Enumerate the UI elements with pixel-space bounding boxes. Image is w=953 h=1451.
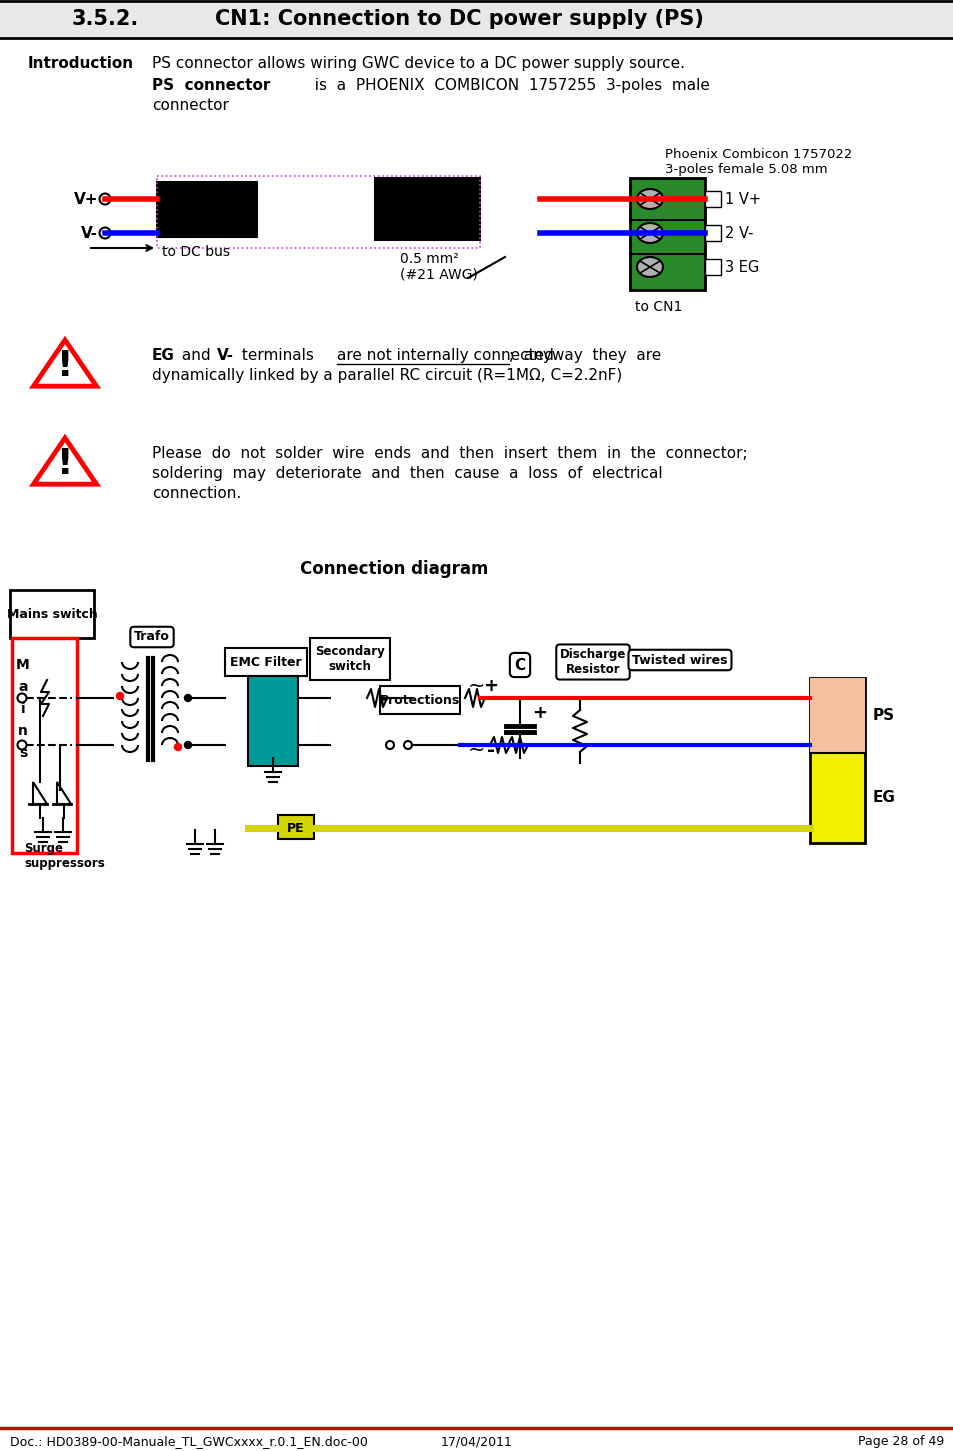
Text: dynamically linked by a parallel RC circuit (R=1MΩ, C=2.2nF): dynamically linked by a parallel RC circ…: [152, 369, 621, 383]
Text: n: n: [18, 724, 28, 739]
Text: Mains switch: Mains switch: [7, 608, 97, 621]
Circle shape: [403, 741, 412, 749]
Circle shape: [116, 692, 123, 699]
Text: EMC Filter: EMC Filter: [230, 656, 301, 669]
Text: +: +: [483, 678, 498, 695]
Text: Connection diagram: Connection diagram: [299, 560, 488, 577]
Bar: [225, 649, 307, 676]
Ellipse shape: [637, 257, 662, 277]
Text: Doc.: HD0389-00-Manuale_TL_GWCxxxx_r.0.1_EN.doc-00: Doc.: HD0389-00-Manuale_TL_GWCxxxx_r.0.1…: [10, 1435, 368, 1448]
Text: !: !: [56, 447, 73, 482]
Text: Secondary
switch: Secondary switch: [314, 646, 384, 673]
Text: Introduction: Introduction: [28, 57, 134, 71]
Text: to DC bus: to DC bus: [162, 245, 230, 258]
Text: 17/04/2011: 17/04/2011: [440, 1435, 513, 1448]
Bar: [157, 181, 256, 237]
Text: !: !: [56, 350, 73, 383]
Text: -: -: [486, 740, 495, 759]
Text: V-: V-: [81, 225, 98, 241]
Text: Twisted wires: Twisted wires: [632, 653, 727, 666]
Text: C: C: [514, 657, 525, 672]
Circle shape: [17, 694, 27, 702]
Text: connector: connector: [152, 99, 229, 113]
Bar: [248, 676, 297, 766]
Text: CN1: Connection to DC power supply (PS): CN1: Connection to DC power supply (PS): [214, 9, 703, 29]
Circle shape: [99, 193, 111, 205]
Text: soldering  may  deteriorate  and  then  cause  a  loss  of  electrical: soldering may deteriorate and then cause…: [152, 466, 662, 480]
Text: to CN1: to CN1: [635, 300, 681, 313]
Text: Phoenix Combicon 1757022: Phoenix Combicon 1757022: [664, 148, 851, 161]
Text: and: and: [177, 348, 215, 363]
Text: ;  anyway  they  are: ; anyway they are: [509, 348, 660, 363]
Text: 3 EG: 3 EG: [724, 260, 759, 274]
Text: PE: PE: [287, 821, 305, 834]
Text: ~: ~: [468, 740, 485, 760]
Text: 2 V-: 2 V-: [724, 225, 753, 241]
Text: PS: PS: [872, 708, 894, 723]
Circle shape: [184, 741, 192, 749]
Text: Discharge
Resistor: Discharge Resistor: [559, 649, 625, 676]
Text: 3.5.2.: 3.5.2.: [71, 9, 139, 29]
Bar: [12, 638, 77, 853]
Text: are not internally connected: are not internally connected: [336, 348, 554, 363]
Text: ~: ~: [468, 676, 485, 696]
Text: (#21 AWG): (#21 AWG): [399, 267, 477, 281]
Text: 0.5 mm²: 0.5 mm²: [399, 252, 458, 266]
Text: PS  connector: PS connector: [152, 78, 270, 93]
Circle shape: [386, 741, 394, 749]
Bar: [10, 591, 94, 638]
Text: s: s: [19, 746, 27, 760]
Text: V-: V-: [216, 348, 233, 363]
Text: +: +: [532, 704, 547, 723]
Text: terminals: terminals: [236, 348, 318, 363]
Bar: [704, 258, 720, 276]
Circle shape: [403, 694, 412, 702]
Bar: [277, 815, 314, 839]
Text: V+: V+: [73, 192, 98, 206]
Text: connection.: connection.: [152, 486, 241, 501]
Circle shape: [174, 743, 181, 750]
Text: i: i: [21, 702, 26, 715]
Bar: [310, 638, 390, 681]
Text: Surge
suppressors: Surge suppressors: [24, 842, 105, 871]
Text: a: a: [18, 681, 28, 694]
Circle shape: [99, 228, 111, 238]
Ellipse shape: [637, 223, 662, 242]
Bar: [809, 678, 864, 843]
Polygon shape: [33, 438, 96, 485]
Text: PS connector allows wiring GWC device to a DC power supply source.: PS connector allows wiring GWC device to…: [152, 57, 684, 71]
Bar: [375, 178, 479, 239]
Text: EG: EG: [872, 791, 895, 805]
Text: Protections: Protections: [379, 694, 459, 707]
Bar: [704, 225, 720, 241]
Text: EG: EG: [152, 348, 174, 363]
Text: Please  do  not  solder  wire  ends  and  then  insert  them  in  the  connector: Please do not solder wire ends and then …: [152, 445, 747, 461]
Text: Trafo: Trafo: [134, 631, 170, 643]
Circle shape: [17, 740, 27, 750]
Circle shape: [386, 694, 394, 702]
Text: is  a  PHOENIX  COMBICON  1757255  3-poles  male: is a PHOENIX COMBICON 1757255 3-poles ma…: [305, 78, 709, 93]
Bar: [629, 178, 704, 290]
Polygon shape: [33, 340, 96, 386]
Ellipse shape: [637, 189, 662, 209]
Text: Page 28 of 49: Page 28 of 49: [857, 1435, 943, 1448]
Bar: [704, 192, 720, 207]
Text: 3-poles female 5.08 mm: 3-poles female 5.08 mm: [664, 163, 827, 176]
Text: M: M: [16, 657, 30, 672]
Bar: [157, 176, 479, 248]
Bar: [379, 686, 459, 714]
Circle shape: [184, 695, 192, 701]
Text: 1 V+: 1 V+: [724, 192, 760, 206]
Bar: [809, 678, 864, 753]
